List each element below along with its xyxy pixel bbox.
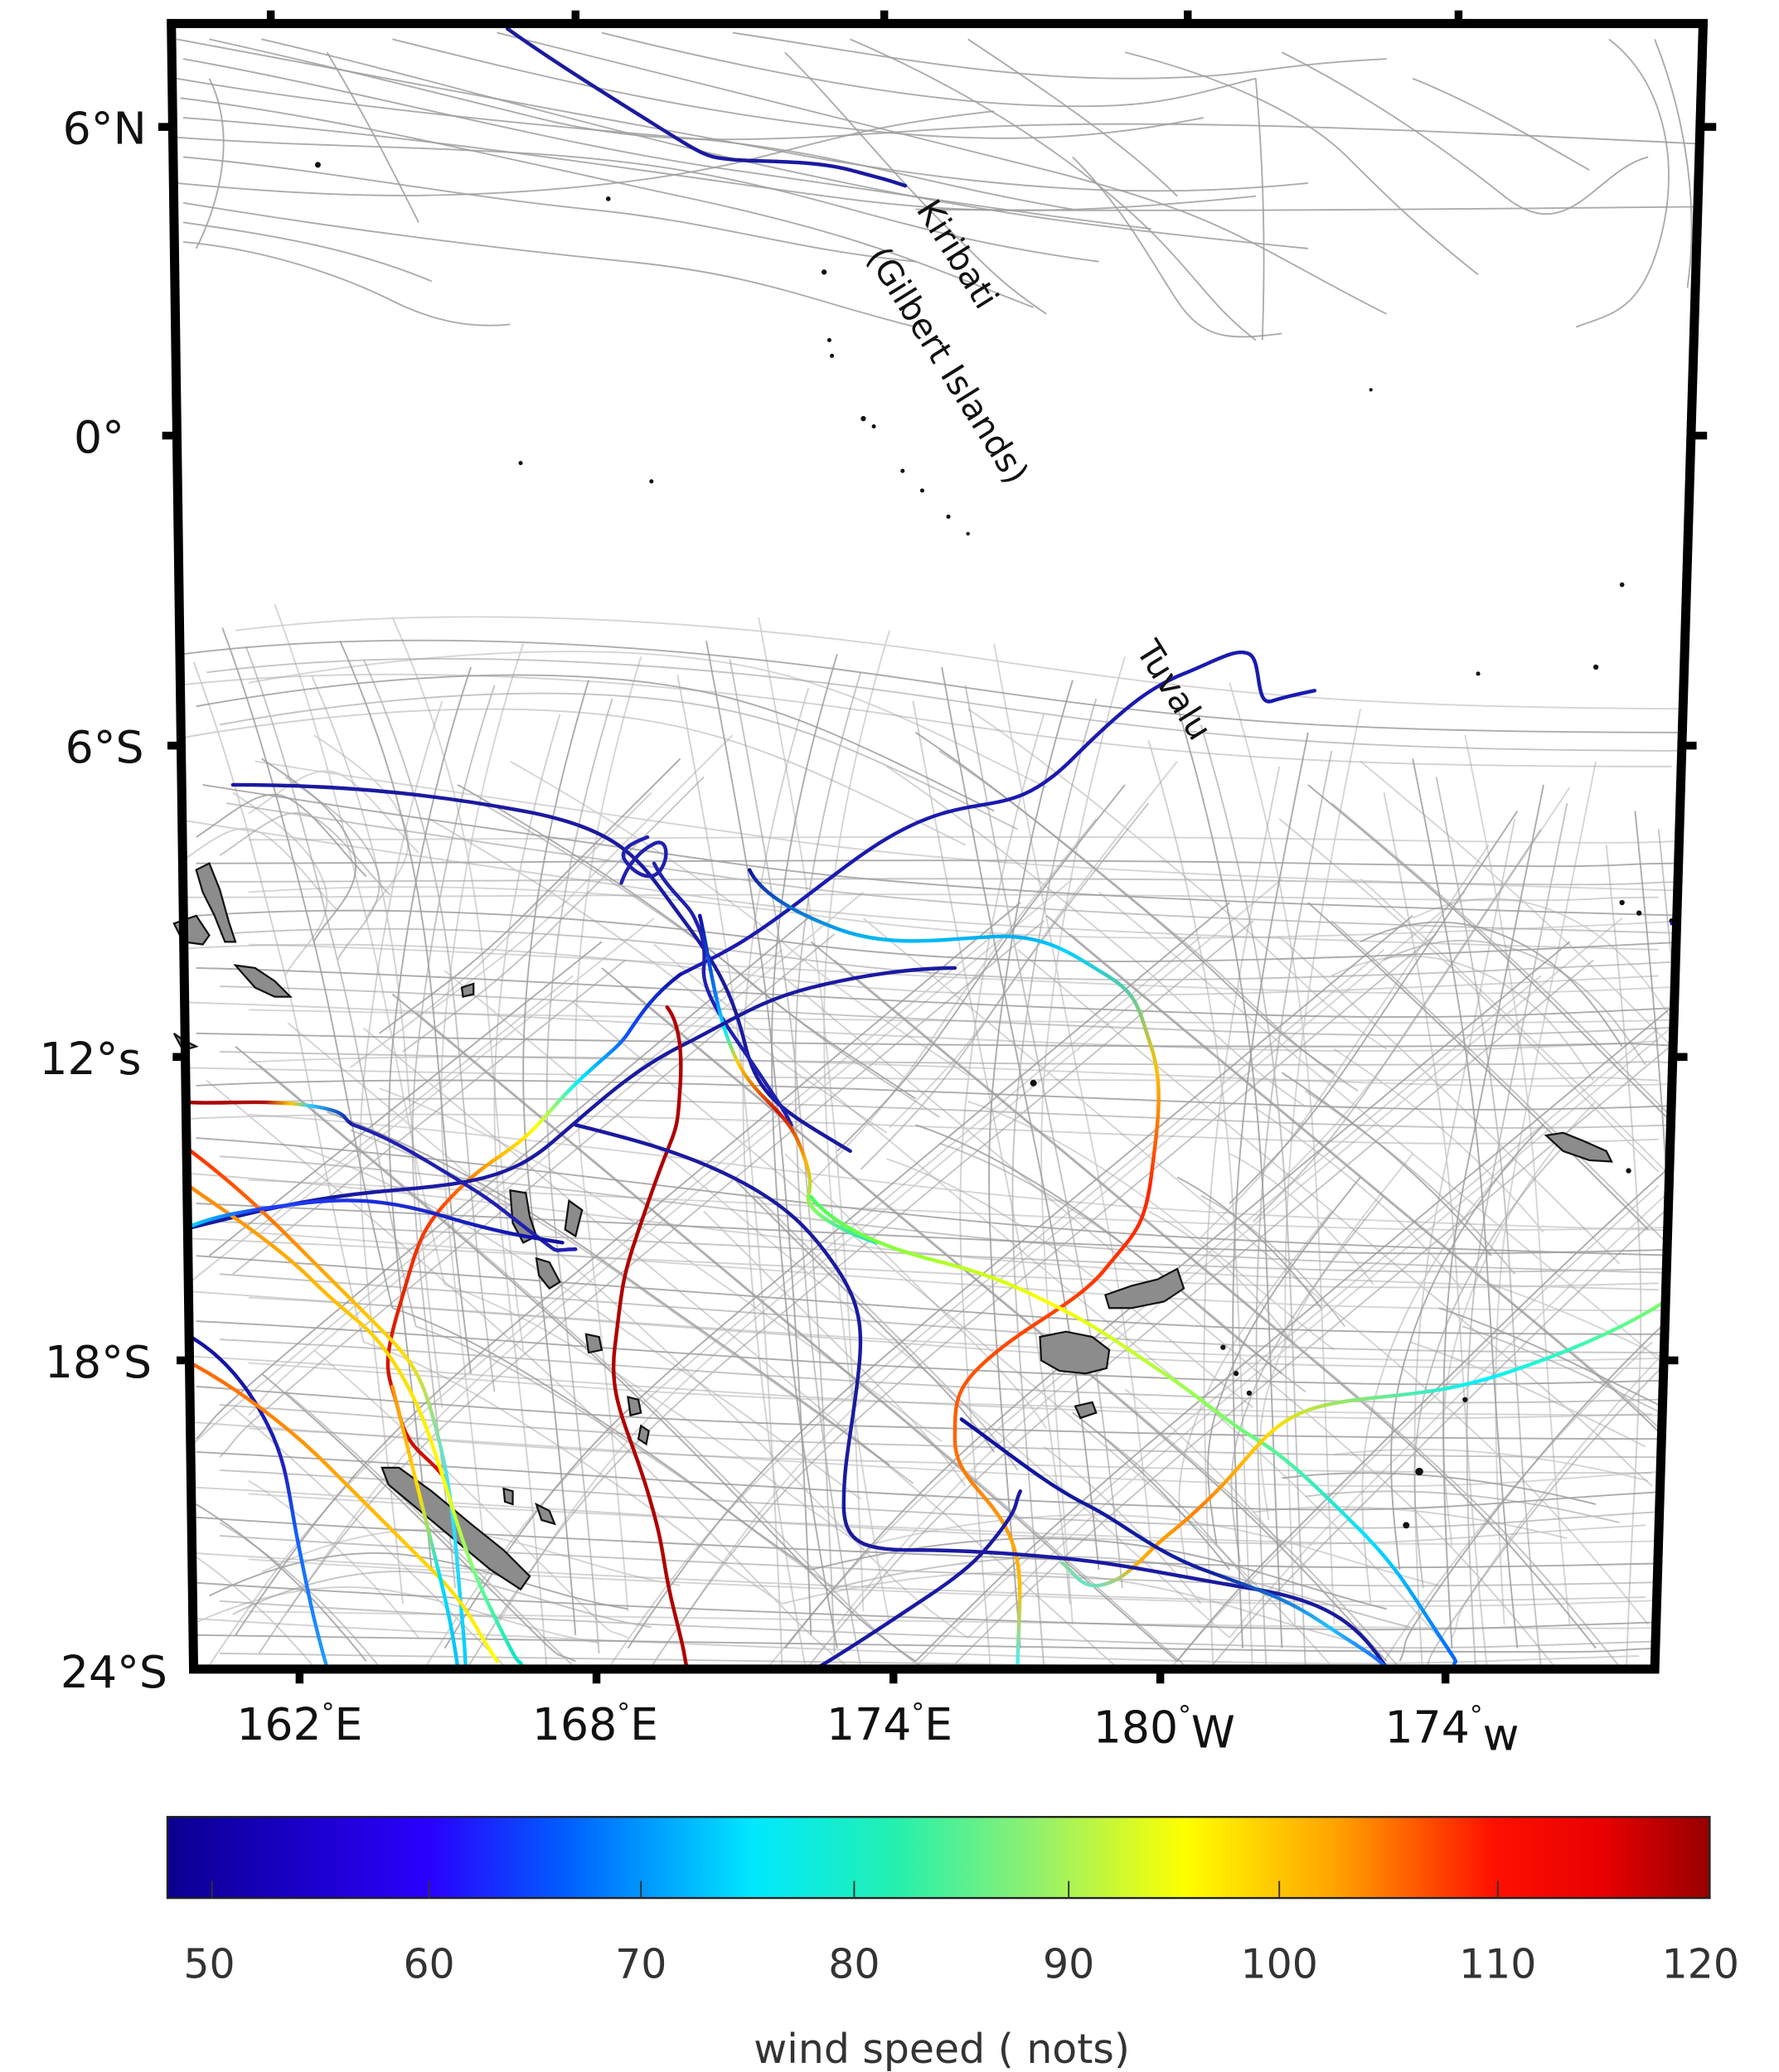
- longitude-axis-labels: 162°E 168°E 174°E 180°W 174°w: [236, 1698, 1519, 1761]
- colorbar-tick-60: 60: [403, 1940, 454, 1987]
- lat-label-6n: 6°N: [63, 103, 147, 155]
- colorbar-tick-50: 50: [183, 1940, 235, 1987]
- colorbar-tick-100: 100: [1241, 1940, 1318, 1987]
- lon-label-168e: 168°E: [532, 1698, 658, 1750]
- colorbar-title: wind speed ( nots): [754, 2026, 1130, 2072]
- lat-label-6s: 6°S: [65, 721, 144, 773]
- colorbar-tick-90: 90: [1043, 1940, 1094, 1987]
- colorbar-tick-120: 120: [1662, 1940, 1739, 1987]
- lat-label-24s: 24°S: [61, 1646, 167, 1698]
- lat-label-0: 0°: [74, 411, 124, 463]
- historical-tracks: [172, 31, 1701, 1669]
- lon-label-174w: 174°w: [1385, 1701, 1520, 1761]
- place-annotations: Kiribati (Gilbert Islands) Tuvalu: [859, 192, 1220, 747]
- colorbar-tick-70: 70: [615, 1940, 667, 1987]
- colorbar-tick-80: 80: [828, 1940, 880, 1987]
- wind-speed-colorbar: 50 60 70 80 90 100 110 120 wind speed ( …: [166, 1816, 1739, 2072]
- lat-label-18s: 18°S: [45, 1336, 152, 1388]
- lon-label-180w: 180°W: [1093, 1701, 1235, 1758]
- highlighted-tracks: [174, 27, 1692, 1669]
- colorbar-tick-110: 110: [1459, 1940, 1536, 1987]
- lon-label-162e: 162°E: [236, 1698, 362, 1750]
- lon-label-174e: 174°E: [826, 1698, 953, 1750]
- map-frame: [158, 10, 1717, 1684]
- lat-label-12s: 12°s: [39, 1033, 141, 1085]
- latitude-axis-labels: 6°N 0° 6°S 12°s 18°S 24°S: [39, 103, 167, 1698]
